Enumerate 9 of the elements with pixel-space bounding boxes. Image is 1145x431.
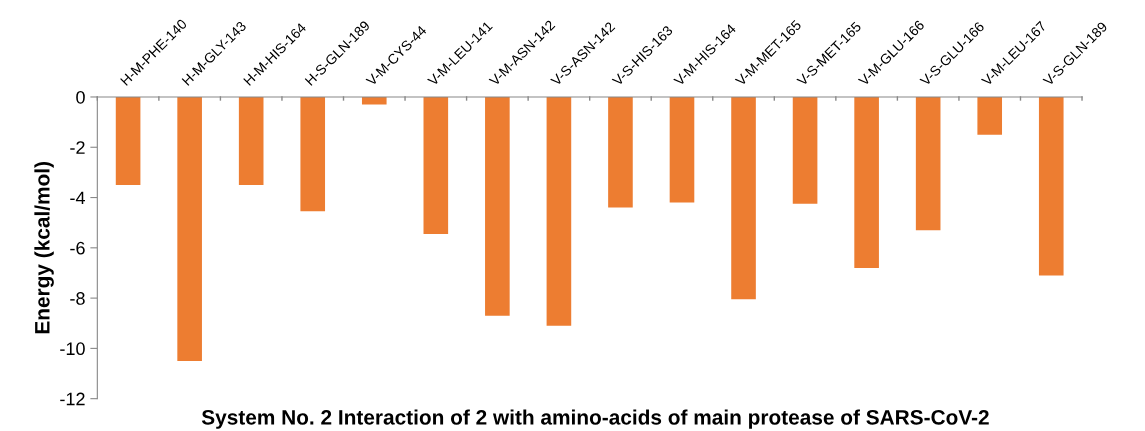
y-tick-label: -2 <box>70 141 85 154</box>
y-tick-label: -10 <box>60 342 85 356</box>
y-tick-label: -8 <box>70 292 85 305</box>
y-tick-label: -4 <box>70 191 85 205</box>
text: System No. 2 Interaction of 2 with amino-acids of main protease of SARS-CoV-2 <box>201 409 989 429</box>
y-tick-label: -6 <box>70 241 85 255</box>
y-tick-label: 0 <box>76 90 85 104</box>
y-tick-label: -12 <box>60 392 85 406</box>
y-axis-title: Energy (kcal/mol) <box>34 162 54 334</box>
